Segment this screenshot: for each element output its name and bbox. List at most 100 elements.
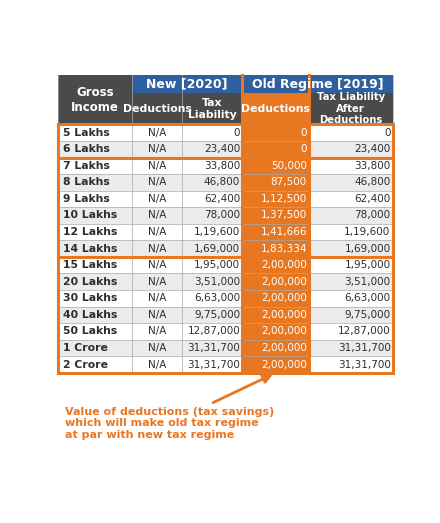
Text: N/A: N/A — [148, 326, 166, 336]
Bar — [182, 356, 242, 373]
Bar — [309, 340, 392, 356]
Text: N/A: N/A — [148, 244, 166, 254]
Bar — [242, 157, 309, 174]
Bar — [242, 191, 309, 207]
Bar — [242, 124, 309, 141]
Bar — [309, 174, 392, 191]
Bar — [182, 224, 242, 241]
Bar — [242, 257, 309, 274]
Text: 7 Lakhs: 7 Lakhs — [62, 161, 110, 171]
Text: 2,00,000: 2,00,000 — [261, 277, 307, 287]
Bar — [182, 257, 242, 274]
Bar — [182, 306, 242, 323]
Bar — [242, 141, 309, 157]
Bar — [309, 257, 392, 274]
Text: N/A: N/A — [148, 128, 166, 138]
Text: 5 Lakhs: 5 Lakhs — [62, 128, 109, 138]
Bar — [59, 124, 132, 141]
Text: 6 Lakhs: 6 Lakhs — [62, 144, 110, 154]
Text: 1,41,666: 1,41,666 — [260, 227, 307, 237]
Bar — [309, 224, 392, 241]
Bar — [242, 191, 309, 207]
Text: Tax Liability
After
Deductions: Tax Liability After Deductions — [317, 92, 385, 126]
Text: 2,00,000: 2,00,000 — [261, 326, 307, 336]
Bar — [182, 290, 242, 306]
Text: Tax
Liability: Tax Liability — [188, 98, 237, 120]
Bar — [59, 224, 132, 241]
Text: 23,400: 23,400 — [204, 144, 240, 154]
Text: 40 Lakhs: 40 Lakhs — [62, 310, 117, 320]
Text: 12,87,000: 12,87,000 — [338, 326, 391, 336]
Bar — [309, 274, 392, 290]
Text: N/A: N/A — [148, 260, 166, 270]
Text: 1,83,334: 1,83,334 — [260, 244, 307, 254]
Bar — [132, 174, 182, 191]
Bar — [309, 290, 392, 306]
Bar — [132, 306, 182, 323]
Text: Value of deductions (tax savings)
which will make old tax regime
at par with new: Value of deductions (tax savings) which … — [65, 375, 275, 440]
Bar — [132, 241, 182, 257]
Bar — [182, 157, 242, 174]
Bar — [242, 340, 309, 356]
Bar — [242, 340, 309, 356]
Bar — [242, 207, 309, 224]
Bar — [59, 257, 132, 274]
Bar — [242, 241, 309, 257]
Text: 1,95,000: 1,95,000 — [194, 260, 240, 270]
Bar — [132, 75, 242, 94]
Text: 1,69,000: 1,69,000 — [194, 244, 240, 254]
Text: 23,400: 23,400 — [354, 144, 391, 154]
Bar — [242, 323, 309, 340]
Bar — [242, 141, 309, 157]
Text: 6,63,000: 6,63,000 — [345, 293, 391, 303]
Bar — [132, 157, 182, 174]
Text: N/A: N/A — [148, 144, 166, 154]
Text: 2,00,000: 2,00,000 — [261, 293, 307, 303]
Bar — [132, 224, 182, 241]
Text: 12 Lakhs: 12 Lakhs — [62, 227, 117, 237]
Text: 9,75,000: 9,75,000 — [345, 310, 391, 320]
Text: 2,00,000: 2,00,000 — [261, 310, 307, 320]
Text: N/A: N/A — [148, 360, 166, 370]
Bar — [242, 323, 309, 340]
Bar — [59, 157, 132, 174]
Bar — [242, 224, 309, 241]
Text: 62,400: 62,400 — [204, 194, 240, 204]
Text: 2,00,000: 2,00,000 — [261, 343, 307, 353]
Bar — [59, 207, 132, 224]
Bar — [132, 207, 182, 224]
Text: 8 Lakhs: 8 Lakhs — [62, 177, 109, 187]
Bar — [309, 207, 392, 224]
Text: N/A: N/A — [148, 277, 166, 287]
Bar — [182, 207, 242, 224]
Text: 3,51,000: 3,51,000 — [194, 277, 240, 287]
Text: 3,51,000: 3,51,000 — [345, 277, 391, 287]
Text: N/A: N/A — [148, 177, 166, 187]
Text: 30 Lakhs: 30 Lakhs — [62, 293, 117, 303]
Text: 31,31,700: 31,31,700 — [187, 343, 240, 353]
Bar — [182, 174, 242, 191]
Text: 15 Lakhs: 15 Lakhs — [62, 260, 117, 270]
Bar — [309, 323, 392, 340]
Text: 78,000: 78,000 — [354, 210, 391, 221]
Bar — [182, 340, 242, 356]
Bar — [182, 191, 242, 207]
Text: 62,400: 62,400 — [354, 194, 391, 204]
Text: 1,19,600: 1,19,600 — [194, 227, 240, 237]
Bar — [132, 257, 182, 274]
Bar — [182, 274, 242, 290]
Text: 31,31,700: 31,31,700 — [337, 360, 391, 370]
Bar — [59, 323, 132, 340]
Bar — [242, 124, 309, 141]
Text: 2,00,000: 2,00,000 — [261, 360, 307, 370]
Text: 10 Lakhs: 10 Lakhs — [62, 210, 117, 221]
Bar — [132, 340, 182, 356]
Bar — [59, 274, 132, 290]
Text: 31,31,700: 31,31,700 — [187, 360, 240, 370]
Bar — [59, 75, 132, 124]
Bar — [132, 94, 182, 124]
Text: 1,12,500: 1,12,500 — [261, 194, 307, 204]
Text: 1,19,600: 1,19,600 — [344, 227, 391, 237]
Text: 0: 0 — [301, 144, 307, 154]
Bar — [309, 124, 392, 141]
